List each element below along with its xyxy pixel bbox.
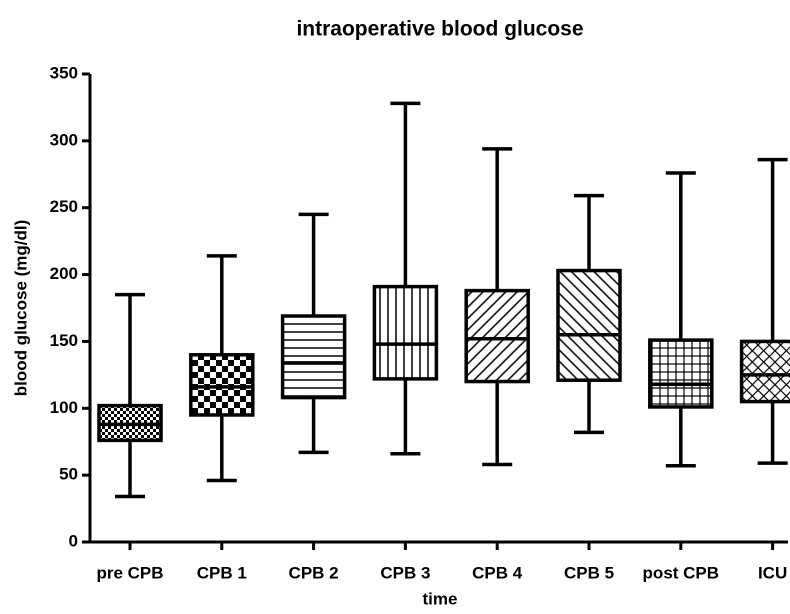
y-tick-label: 100 — [50, 398, 78, 417]
y-tick-label: 300 — [50, 130, 78, 149]
box — [556, 268, 622, 382]
x-tick-label: CPB 1 — [197, 563, 247, 582]
x-tick-label: CPB 5 — [564, 563, 614, 582]
x-tick-label: post CPB — [643, 563, 720, 582]
box — [189, 353, 255, 417]
y-tick-label: 150 — [50, 331, 78, 350]
y-axis-label: blood glucose (mg/dl) — [11, 220, 30, 397]
y-tick-label: 0 — [69, 531, 78, 550]
x-tick-label: ICU — [758, 563, 787, 582]
box — [464, 288, 530, 384]
y-tick-label: 250 — [50, 197, 78, 216]
box — [280, 314, 347, 400]
box — [648, 338, 714, 409]
y-tick-label: 200 — [50, 264, 78, 283]
x-tick-label: pre CPB — [96, 563, 163, 582]
box — [739, 339, 790, 404]
box — [372, 284, 439, 381]
x-tick-label: CPB 2 — [289, 563, 339, 582]
y-tick-label: 50 — [59, 465, 78, 484]
chart-title: intraoperative blood glucose — [296, 18, 583, 41]
x-tick-label: CPB 4 — [472, 563, 523, 582]
x-tick-label: CPB 3 — [380, 563, 430, 582]
x-axis-label: time — [423, 589, 458, 608]
y-tick-label: 350 — [50, 63, 78, 82]
